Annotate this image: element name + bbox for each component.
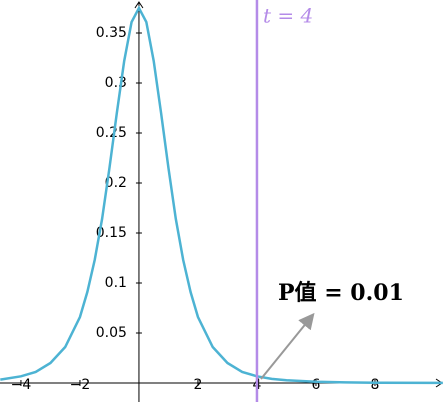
- y-axis-arrow: [134, 1, 144, 9]
- y-tick-label: 0.05: [96, 325, 127, 341]
- y-tick-label: 0.3: [105, 75, 127, 91]
- x-tick-label: −2: [70, 377, 91, 393]
- x-tick-label: −4: [11, 377, 32, 393]
- y-tick-label: 0.15: [96, 225, 127, 241]
- annotation-arrow: [260, 312, 315, 380]
- y-tick-label: 0.1: [105, 275, 127, 291]
- x-tick-label: 6: [312, 377, 321, 393]
- y-tick-label: 0.35: [96, 25, 127, 41]
- density-curve: [0, 5, 443, 385]
- y-tick-label: 0.25: [96, 125, 127, 141]
- vline-label: t = 4: [263, 4, 313, 28]
- x-tick-label: 8: [371, 377, 380, 393]
- annotation: P值 = 0.01: [278, 280, 404, 306]
- y-tick-label: 0.2: [105, 175, 127, 191]
- x-tick-label: 2: [193, 377, 202, 393]
